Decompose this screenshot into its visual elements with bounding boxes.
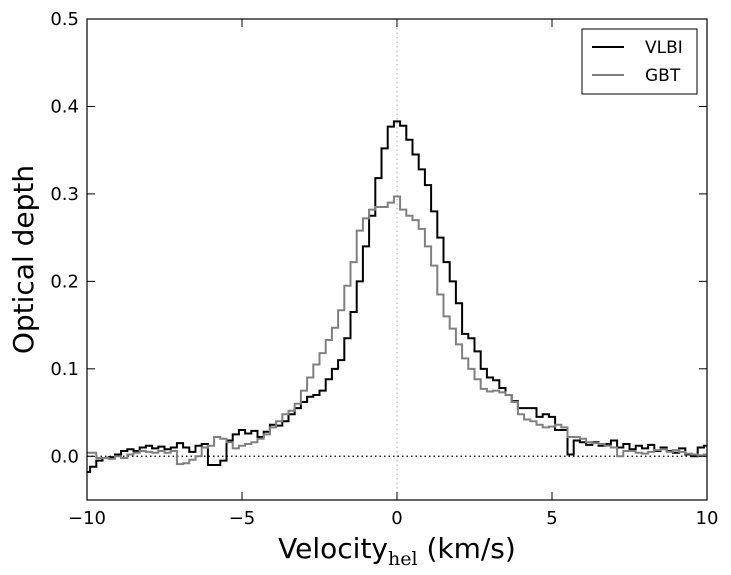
plot-area xyxy=(87,19,707,500)
y-tick-label: 0.5 xyxy=(50,9,79,30)
x-axis-title-main: Velocity xyxy=(278,532,388,565)
legend-label-gbt: GBT xyxy=(645,66,681,86)
x-axis-title-units: (km/s) xyxy=(418,532,516,565)
legend: VLBI GBT xyxy=(581,28,698,95)
x-tick-label: 0 xyxy=(391,508,402,529)
x-axis-title: Velocityhel (km/s) xyxy=(278,532,516,570)
x-tick-label: −10 xyxy=(68,508,106,529)
legend-box xyxy=(581,28,698,95)
y-tick-label: 0.1 xyxy=(50,359,79,380)
x-axis: −10 −5 0 5 10 xyxy=(68,19,718,529)
y-axis: 0.0 0.1 0.2 0.3 0.4 0.5 xyxy=(50,9,707,467)
y-tick-label: 0.0 xyxy=(50,446,79,467)
series-gbt-line xyxy=(87,195,707,466)
x-tick-label: 10 xyxy=(696,508,719,529)
y-tick-label: 0.2 xyxy=(50,271,79,292)
y-tick-label: 0.3 xyxy=(50,184,79,205)
x-tick-label: −5 xyxy=(229,508,256,529)
x-tick-label: 5 xyxy=(546,508,557,529)
series-vlbi-line xyxy=(87,120,707,474)
x-axis-title-subscript: hel xyxy=(388,548,418,570)
y-axis-title: Optical depth xyxy=(7,165,40,354)
y-tick-label: 0.4 xyxy=(50,96,79,117)
legend-label-vlbi: VLBI xyxy=(645,38,683,58)
